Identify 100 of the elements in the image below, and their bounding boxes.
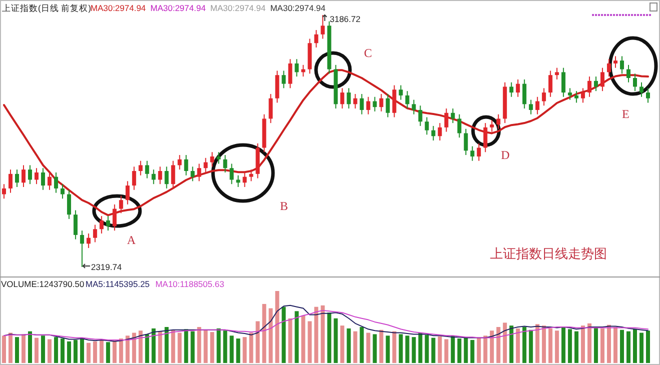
candlestick — [594, 76, 598, 92]
bar — [587, 323, 592, 363]
candlestick — [41, 168, 46, 190]
candlestick — [80, 230, 84, 268]
candlestick — [204, 157, 208, 173]
bar — [360, 327, 364, 363]
candlestick — [360, 93, 364, 115]
candlestick — [320, 14, 325, 40]
candlestick — [216, 152, 221, 164]
candlestick — [600, 67, 604, 92]
candlestick — [126, 180, 130, 205]
candlestick — [412, 99, 416, 115]
bar — [138, 330, 143, 363]
bar — [444, 339, 448, 363]
candlestick — [496, 114, 500, 130]
bar — [632, 329, 637, 363]
candlestick — [554, 67, 559, 80]
candlestick — [574, 90, 578, 104]
candlestick — [587, 76, 592, 98]
bar — [405, 336, 410, 363]
candlestick — [424, 116, 429, 136]
bar — [392, 331, 396, 363]
candlestick — [242, 172, 247, 188]
bar — [80, 338, 84, 363]
bar — [535, 324, 540, 363]
bar — [256, 321, 260, 363]
candlestick — [483, 122, 488, 153]
text: MA30:2974.94 — [150, 3, 206, 13]
bar — [464, 337, 468, 363]
bar — [171, 330, 176, 363]
bar — [112, 340, 117, 363]
bar — [438, 336, 442, 363]
candlestick — [542, 88, 546, 106]
candlestick — [54, 172, 58, 194]
bar — [483, 336, 488, 363]
candlestick — [606, 58, 611, 78]
bar — [158, 331, 162, 363]
bar — [340, 326, 344, 363]
candlestick — [164, 166, 169, 189]
candlestick — [178, 154, 182, 170]
candlestick — [490, 120, 494, 132]
bar — [230, 336, 234, 363]
bar — [398, 334, 403, 363]
candlestick — [405, 90, 410, 110]
bar — [86, 342, 91, 363]
bar — [262, 304, 266, 363]
bar — [431, 338, 436, 363]
candlestick — [236, 174, 240, 188]
bar — [8, 332, 13, 363]
bar — [320, 305, 325, 363]
bar — [412, 337, 416, 363]
bar — [268, 308, 273, 363]
candlestick — [48, 172, 52, 190]
candlestick — [184, 154, 188, 176]
bar — [554, 330, 559, 363]
bar — [60, 338, 65, 363]
bar — [294, 311, 299, 363]
candlestick — [431, 125, 436, 141]
text: MA30:2974.94 — [90, 3, 146, 13]
bar — [236, 338, 240, 363]
candlestick — [100, 216, 104, 234]
candlestick — [275, 70, 280, 104]
candlestick — [294, 58, 299, 78]
bar — [145, 334, 150, 363]
candlestick — [60, 184, 65, 200]
candlestick — [470, 146, 474, 162]
candlestick — [535, 96, 540, 115]
bar — [54, 337, 58, 363]
bar — [210, 332, 214, 363]
bar — [275, 291, 280, 363]
candlestick — [230, 163, 234, 185]
bar — [561, 327, 566, 363]
bar — [334, 318, 338, 363]
bar — [314, 306, 318, 363]
candlestick — [522, 78, 526, 110]
candlestick — [476, 142, 481, 162]
annotation: 2319.74 — [91, 262, 122, 272]
candlestick — [620, 56, 624, 74]
bar — [308, 321, 312, 363]
candlestick — [223, 154, 228, 173]
bar — [204, 330, 208, 363]
bar — [106, 342, 110, 363]
candlestick — [268, 93, 273, 124]
bar — [509, 326, 514, 363]
candlestick — [548, 70, 552, 98]
bar — [119, 338, 124, 363]
text: VOLUME:1243790.50 — [1, 279, 84, 289]
bar — [613, 327, 618, 363]
candlestick — [106, 216, 110, 232]
bar — [594, 327, 598, 363]
candlestick — [119, 195, 124, 214]
candlestick — [626, 64, 630, 83]
bar — [48, 339, 52, 363]
bar — [152, 328, 156, 363]
annotation: E — [622, 107, 630, 121]
chart-title: 上证指数(日线 前复权) — [2, 3, 92, 13]
candlestick — [418, 105, 422, 126]
bar — [184, 329, 188, 363]
candlestick — [450, 108, 455, 124]
candlestick — [282, 70, 286, 89]
